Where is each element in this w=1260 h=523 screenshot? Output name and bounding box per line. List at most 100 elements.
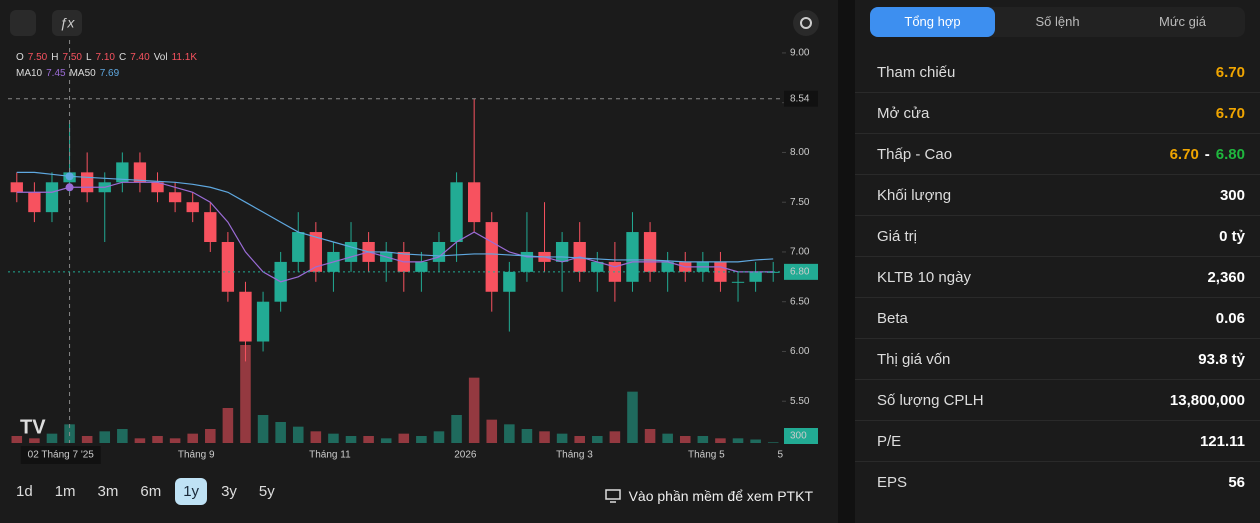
candle-body [45,182,59,213]
row-range: 6.70-6.80 [1170,146,1245,163]
last-price-label: 6.80 [790,266,810,277]
candle-body [151,182,164,193]
volume-bar [416,436,427,443]
volume-bar [556,433,568,443]
candle-body [468,182,481,223]
row-label: KLTB 10 ngày [877,268,971,286]
summary-row: Khối lượng 300 [855,175,1260,216]
row-label: Khối lượng [877,186,952,204]
settings-button[interactable] [793,10,819,36]
summary-row: EPS 56 [855,462,1260,503]
range-button[interactable]: 1m [54,483,76,500]
y-tick-label: 9.00 [790,48,810,59]
summary-row: P/E 121.11 [855,421,1260,462]
x-tick-label: Tháng 3 [556,450,593,461]
volume-bar [627,391,638,443]
row-value: 300 [1219,186,1245,204]
range-button[interactable]: 3m [97,483,119,500]
range-button[interactable]: 5y [258,483,275,500]
tv-logo: TV [20,416,46,438]
volume-bar [187,433,198,443]
summary-row: Tham chiếu 6.70 [855,52,1260,93]
candle-type-button[interactable] [10,10,36,36]
legend-l: 7.10 [96,52,116,63]
volume-bar [257,415,269,443]
row-label: Thị giá vốn [877,350,951,368]
volume-bar [169,438,181,443]
range-button[interactable]: 1y [175,478,208,505]
summary-row: Mở cửa 6.70 [855,93,1260,134]
summary-row: Số lượng CPLH 13,800,000 [855,380,1260,421]
volume-bar [240,345,251,443]
candle-body [626,232,639,282]
legend-c_label: C [119,52,126,63]
tabs: Tổng hợp Số lệnh Mức giá [870,7,1245,37]
settings-icon [800,17,812,29]
candle-body [503,271,516,292]
summary-panel: Tổng hợp Số lệnh Mức giá Tham chiếu 6.70 Mở … [855,0,1260,523]
tab[interactable]: Tổng hợp [870,7,995,37]
tab[interactable]: Số lệnh [1035,14,1080,29]
indicator-button[interactable] [52,10,82,36]
chart-panel: ƒx TV O 7.50 H 7.50 L 7.10 C 7.40 Vol 11.1K MA10 7.… [8,10,819,505]
volume-bar [310,431,322,443]
monitor-icon [604,489,621,503]
row-value: 121.11 [1199,432,1245,450]
candle-body [28,192,41,213]
candle-body [749,271,762,282]
volume-bar [468,377,480,443]
candle-body [309,232,322,272]
range-button[interactable]: 6m [140,483,162,500]
ptkt-link[interactable]: Vào phần mềm để xem PTKT [604,488,813,504]
legend-vol: 11.1K [172,52,198,63]
volume-bar [345,436,357,443]
volume-bar [29,438,40,443]
summary-row: Beta 0.06 [855,298,1260,339]
legend-h_label: H [51,52,58,63]
ma50-dot [65,172,74,181]
row-label: Tham chiếu [877,63,956,81]
legend-h: 7.50 [62,52,82,63]
volume-bar [662,433,673,443]
y-tick-label: 5.50 [790,396,810,407]
fx-icon: ƒx [60,15,76,31]
row-value: 56 [1228,474,1245,491]
candle-body [591,261,604,272]
summary-row: Thấp - Cao 6.70-6.80 [855,134,1260,175]
row-high: 6.80 [1215,145,1245,163]
candle-body [10,182,23,193]
legend-vol_label: Vol [154,52,168,63]
volume-bar [222,408,234,443]
x-tick-label: 5 [777,450,783,461]
summary-row: KLTB 10 ngày 2,360 [855,257,1260,298]
y-tick-label: 7.50 [790,197,810,208]
range-button[interactable]: 3y [221,483,237,500]
candle-body [256,301,270,342]
legend-o_label: O [16,52,24,63]
x-crosshair-box [20,446,101,464]
volume-label-box [784,428,818,444]
row-label: Số lượng CPLH [877,391,984,409]
candle-body [450,182,463,243]
x-tick-label: 2026 [454,450,477,461]
row-label: Mở cửa [877,104,930,122]
candle-body [344,242,358,262]
range-button[interactable]: 1d [16,483,33,500]
y-tick-label: 6.00 [790,346,810,357]
candle-body [186,202,199,213]
volume-bar [609,431,621,443]
candle-body [731,281,745,283]
legend-ma10_label: MA10 [16,68,43,79]
legend-l_label: L [86,52,92,63]
candle-body [661,261,674,272]
summary-row: Thị giá vốn 93.8 tỷ [855,339,1260,380]
ma10-dot [65,183,74,192]
summary-row: Giá trị 0 tỷ [855,216,1260,257]
candle-body [415,261,428,272]
x-tick-label: 02 Tháng 7 '25 [28,450,95,461]
tab[interactable]: Mức giá [1159,14,1206,29]
candle-body [204,212,217,243]
candle-body [555,242,569,262]
candle-body [168,192,182,203]
